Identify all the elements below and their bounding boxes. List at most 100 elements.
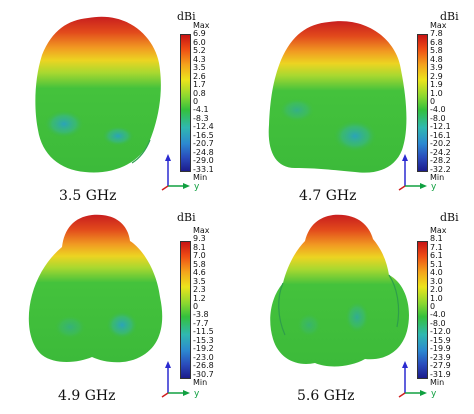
color-scale-tick: Min xyxy=(193,173,208,182)
color-scale-tick: -26.8 xyxy=(193,361,214,370)
color-scale-bar xyxy=(417,34,428,172)
panel-5-6ghz: dBi Max 8.1 7.1 6.1 5.1 4.0 3.0 2.0 1.0 0 -4.0 -8.0… xyxy=(237,207,474,414)
color-scale-tick: Min xyxy=(430,173,445,182)
color-scale-tick: -23.9 xyxy=(430,353,451,362)
color-scale-tick: 5.8 xyxy=(193,260,206,269)
color-scale-tick: -8.0 xyxy=(430,114,446,123)
color-scale-tick: -28.2 xyxy=(430,156,451,165)
panel-4-9ghz: dBi Max 9.3 8.1 7.0 5.8 4.6 3.5 2.3 1.2 0 -3.8 -7.7… xyxy=(0,207,237,414)
color-scale-tick: -20.7 xyxy=(193,139,214,148)
color-scale-bar xyxy=(180,34,191,172)
color-scale-tick: -11.5 xyxy=(193,327,214,336)
axis-triad xyxy=(161,361,190,398)
axis-label-y: y xyxy=(194,389,200,399)
color-scale-tick: 2.9 xyxy=(430,72,443,81)
unit-label: dBi xyxy=(440,10,459,23)
axis-triad xyxy=(398,154,427,191)
color-scale-tick: 3.5 xyxy=(193,63,206,72)
color-scale-tick: 4.6 xyxy=(193,268,206,277)
color-scale-tick: 8.1 xyxy=(430,234,443,243)
color-scale-tick: 0 xyxy=(430,97,436,106)
color-scale-tick: -12.4 xyxy=(193,122,214,131)
color-scale-tick: -19.9 xyxy=(430,344,451,353)
color-scale-tick: Min xyxy=(430,378,445,387)
color-scale-tick: Min xyxy=(193,378,208,387)
axis-triad xyxy=(398,361,427,398)
color-scale-tick: 0 xyxy=(430,302,436,311)
color-scale-tick: -16.5 xyxy=(193,131,214,140)
panel-4-7ghz: dBi Max 7.8 6.8 5.8 4.8 3.9 2.9 1.9 1.0 0 -4.0 -8.0… xyxy=(237,0,474,207)
axis-label-y: y xyxy=(431,182,437,192)
frequency-label: 3.5 GHz xyxy=(59,188,117,204)
radiation-pattern-3d xyxy=(270,214,409,367)
color-scale-tick: -3.8 xyxy=(193,310,209,319)
color-scale-tick: 6.9 xyxy=(193,29,206,38)
axis-label-y: y xyxy=(194,182,200,192)
color-scale-tick: 7.0 xyxy=(193,251,206,260)
color-scale-tick: -12.0 xyxy=(430,327,451,336)
axis-triad xyxy=(161,154,190,191)
color-scale-bar xyxy=(417,241,428,379)
color-scale-bar xyxy=(180,241,191,379)
color-scale-tick: 2.3 xyxy=(193,285,206,294)
color-scale-tick: -30.7 xyxy=(193,370,214,379)
color-scale-tick: -19.2 xyxy=(193,344,214,353)
color-scale-tick: -4.0 xyxy=(430,105,446,114)
panel-3-5ghz: dBi Max 6.9 6.0 5.2 4.3 3.5 2.6 1.7 0.8 0 -4.1 -8.3… xyxy=(0,0,237,207)
color-scale-tick: 5.8 xyxy=(430,46,443,55)
frequency-label: 4.7 GHz xyxy=(299,188,357,204)
radiation-pattern-3d xyxy=(268,21,407,173)
radiation-pattern-3d xyxy=(28,214,163,363)
radiation-pattern-3d xyxy=(35,16,161,173)
color-scale-tick: -15.9 xyxy=(430,336,451,345)
color-scale-tick: -8.0 xyxy=(430,319,446,328)
color-scale-tick: 2.6 xyxy=(193,72,206,81)
color-scale-tick: -4.0 xyxy=(430,310,446,319)
frequency-label: 4.9 GHz xyxy=(58,388,116,404)
color-scale-tick: 1.9 xyxy=(430,80,443,89)
color-scale-tick: 7.8 xyxy=(430,29,443,38)
color-scale-tick: 3.0 xyxy=(430,277,443,286)
color-scale-tick: 5.2 xyxy=(193,46,206,55)
color-scale-tick: -23.0 xyxy=(193,353,214,362)
color-scale-tick: -27.9 xyxy=(430,361,451,370)
unit-label: dBi xyxy=(440,211,459,224)
color-scale-tick: -33.1 xyxy=(193,165,214,174)
color-scale-tick: 7.1 xyxy=(430,243,443,252)
color-scale-tick: 3.9 xyxy=(430,63,443,72)
color-scale-tick: 1.2 xyxy=(193,294,206,303)
color-scale-tick: Max xyxy=(193,226,210,235)
color-scale-tick: -20.2 xyxy=(430,139,451,148)
color-scale-tick: Max xyxy=(430,226,447,235)
axis-label-y: y xyxy=(431,389,437,399)
color-scale-tick: -24.2 xyxy=(430,148,451,157)
color-scale-tick: 1.0 xyxy=(430,89,443,98)
color-scale-tick: -32.2 xyxy=(430,165,451,174)
color-scale-tick: 9.3 xyxy=(193,234,206,243)
color-scale-tick: 1.0 xyxy=(430,294,443,303)
color-scale-tick: 6.8 xyxy=(430,38,443,47)
color-scale-tick: 6.1 xyxy=(430,251,443,260)
color-scale-tick: Max xyxy=(193,21,210,30)
color-scale-tick: 0 xyxy=(193,302,199,311)
color-scale-tick: -29.0 xyxy=(193,156,214,165)
unit-label: dBi xyxy=(177,10,196,23)
color-scale-tick: 4.3 xyxy=(193,55,206,64)
color-scale-tick: -12.1 xyxy=(430,122,451,131)
color-scale-tick: -16.1 xyxy=(430,131,451,140)
color-scale-tick: 3.5 xyxy=(193,277,206,286)
color-scale-tick: Max xyxy=(430,21,447,30)
frequency-label: 5.6 GHz xyxy=(297,388,355,404)
color-scale-tick: -24.8 xyxy=(193,148,214,157)
color-scale-tick: -31.9 xyxy=(430,370,451,379)
color-scale-tick: -15.3 xyxy=(193,336,214,345)
color-scale-tick: 2.0 xyxy=(430,285,443,294)
unit-label: dBi xyxy=(177,211,196,224)
color-scale-tick: 8.1 xyxy=(193,243,206,252)
color-scale-tick: 1.7 xyxy=(193,80,206,89)
color-scale-tick: 0 xyxy=(193,97,199,106)
color-scale-tick: -7.7 xyxy=(193,319,209,328)
color-scale-tick: -4.1 xyxy=(193,105,209,114)
color-scale-tick: 6.0 xyxy=(193,38,206,47)
